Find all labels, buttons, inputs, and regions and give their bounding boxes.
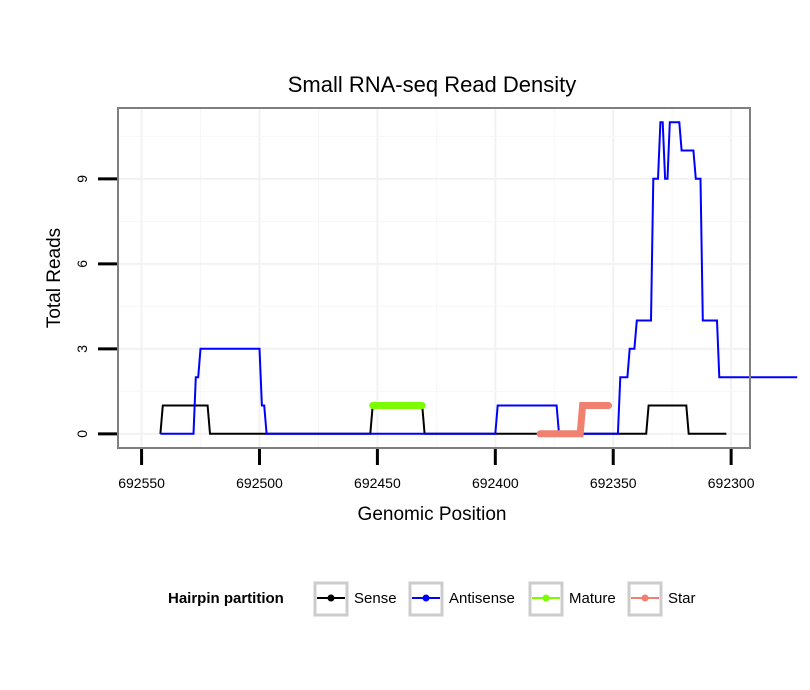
chart-title: Small RNA-seq Read Density bbox=[288, 72, 577, 97]
legend-item-sense: Sense bbox=[313, 581, 397, 617]
series-star-line bbox=[536, 402, 612, 438]
legend-item-star: Star bbox=[627, 581, 696, 617]
x-tick-label: 692500 bbox=[236, 475, 283, 491]
legend-key-point bbox=[327, 594, 335, 602]
legend-key-point bbox=[641, 594, 649, 602]
legend-label: Sense bbox=[354, 590, 397, 607]
x-axis-title: Genomic Position bbox=[358, 504, 507, 525]
legend-label: Mature bbox=[569, 590, 616, 607]
legend-item-mature: Mature bbox=[528, 581, 616, 617]
legend-key-point bbox=[422, 594, 430, 602]
x-tick-label: 692450 bbox=[354, 475, 401, 491]
legend: Hairpin partition Sense Antisense Mature St… bbox=[168, 581, 696, 617]
series-antisense-line bbox=[160, 121, 798, 435]
legend-title: Hairpin partition bbox=[168, 590, 284, 607]
y-tick-label: 9 bbox=[74, 175, 90, 183]
legend-key-point bbox=[542, 594, 550, 602]
y-axis: 0 3 6 9 bbox=[74, 175, 117, 438]
y-axis-title: Total Reads bbox=[44, 228, 65, 328]
legend-items: Sense Antisense Mature Star bbox=[313, 581, 696, 617]
x-tick-label: 692550 bbox=[118, 475, 165, 491]
plot-background bbox=[118, 108, 750, 448]
y-tick-label: 3 bbox=[74, 345, 90, 353]
legend-label: Antisense bbox=[449, 590, 515, 607]
series-layer bbox=[159, 121, 798, 438]
y-tick-label: 6 bbox=[74, 260, 90, 268]
legend-item-antisense: Antisense bbox=[408, 581, 515, 617]
y-tick-label: 0 bbox=[74, 430, 90, 438]
x-tick-label: 692300 bbox=[708, 475, 755, 491]
x-axis: 692550 692500 692450 692400 692350 692300 bbox=[118, 449, 755, 491]
x-tick-label: 692350 bbox=[590, 475, 637, 491]
x-tick-label: 692400 bbox=[472, 475, 519, 491]
plot-border bbox=[117, 107, 751, 449]
legend-label: Star bbox=[668, 590, 696, 607]
